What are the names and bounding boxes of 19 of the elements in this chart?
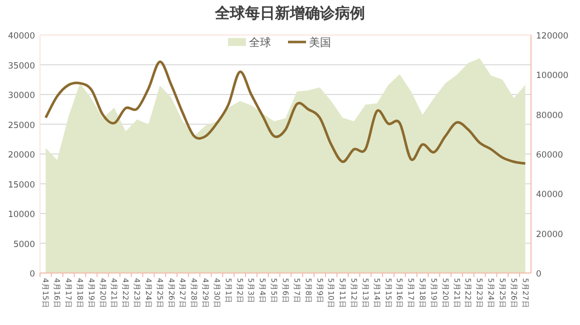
y-tick-label: 20000 [8, 150, 35, 160]
y-tick-label: 15000 [8, 180, 35, 190]
y-tick-label: 0 [30, 270, 35, 280]
y-tick-label: 30000 [8, 91, 35, 101]
y-tick-label: 35000 [8, 61, 35, 72]
y2-tick-label: 40000 [536, 190, 564, 200]
legend-label: 全球 [249, 36, 271, 49]
y2-tick-label: 60000 [536, 150, 564, 160]
chart-title: 全球每日新增确诊病例 [214, 4, 365, 22]
y2-tick-label: 80000 [536, 110, 564, 121]
y-tick-label: 10000 [8, 210, 35, 220]
y2-tick-label: 120000 [536, 32, 568, 42]
y2-tick-label: 100000 [536, 71, 568, 82]
y-tick-label: 40000 [8, 32, 35, 42]
y-tick-label: 25000 [8, 120, 35, 131]
legend-label: 美国 [309, 36, 331, 49]
y2-tick-label: 20000 [536, 230, 564, 240]
y2-tick-label: 0 [536, 270, 542, 280]
y-tick-label: 5000 [13, 240, 35, 250]
